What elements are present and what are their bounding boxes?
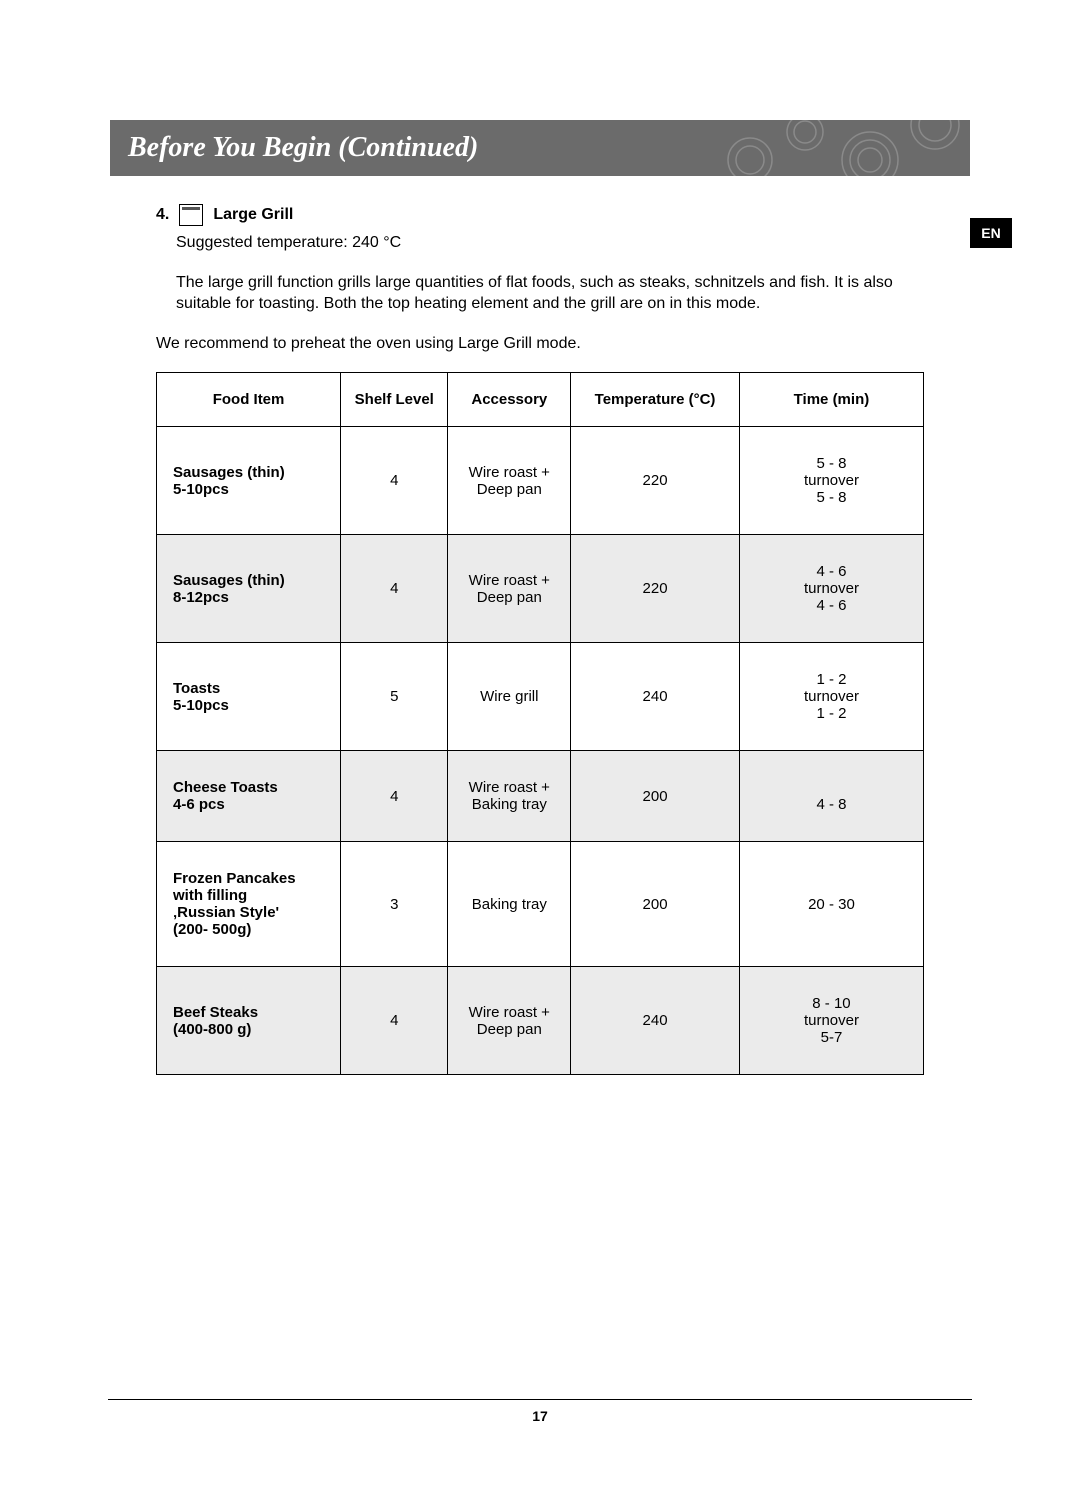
cell-temperature: 240 xyxy=(571,967,740,1075)
cooking-table: Food Item Shelf Level Accessory Temperat… xyxy=(156,372,924,1075)
cell-food: Sausages (thin) 5-10pcs xyxy=(157,427,341,535)
section-description: The large grill function grills large qu… xyxy=(176,272,924,315)
cell-shelf: 4 xyxy=(341,427,448,535)
page-number: 17 xyxy=(0,1408,1080,1424)
cell-shelf: 5 xyxy=(341,643,448,751)
content-area: 4. Large Grill Suggested temperature: 24… xyxy=(110,176,970,1075)
cell-food: Cheese Toasts 4-6 pcs xyxy=(157,751,341,842)
cell-accessory: Wire roast + Baking tray xyxy=(448,751,571,842)
table-header-row: Food Item Shelf Level Accessory Temperat… xyxy=(157,373,924,427)
cell-time: 20 - 30 xyxy=(739,842,923,967)
table-row: Sausages (thin) 5-10pcs4Wire roast + Dee… xyxy=(157,427,924,535)
section-header-bar: Before You Begin (Continued) xyxy=(110,120,970,176)
cell-accessory: Baking tray xyxy=(448,842,571,967)
col-header-food: Food Item xyxy=(157,373,341,427)
cell-shelf: 4 xyxy=(341,751,448,842)
cell-accessory: Wire roast + Deep pan xyxy=(448,967,571,1075)
cell-food: Frozen Pancakes with filling ‚Russian St… xyxy=(157,842,341,967)
header-decoration xyxy=(710,120,970,176)
cell-food: Sausages (thin) 8-12pcs xyxy=(157,535,341,643)
col-header-shelf: Shelf Level xyxy=(341,373,448,427)
cell-accessory: Wire roast + Deep pan xyxy=(448,535,571,643)
cell-temperature: 220 xyxy=(571,535,740,643)
large-grill-icon xyxy=(179,204,203,226)
cell-temperature: 220 xyxy=(571,427,740,535)
cell-time: 4 - 6 turnover 4 - 6 xyxy=(739,535,923,643)
cell-accessory: Wire roast + Deep pan xyxy=(448,427,571,535)
cell-temperature: 200 xyxy=(571,751,740,842)
cell-time: 1 - 2 turnover 1 - 2 xyxy=(739,643,923,751)
cell-shelf: 4 xyxy=(341,967,448,1075)
table-row: Frozen Pancakes with filling ‚Russian St… xyxy=(157,842,924,967)
col-header-temperature: Temperature (°C) xyxy=(571,373,740,427)
cell-food: Toasts 5-10pcs xyxy=(157,643,341,751)
cell-temperature: 240 xyxy=(571,643,740,751)
cell-food: Beef Steaks (400-800 g) xyxy=(157,967,341,1075)
footer-divider xyxy=(108,1399,972,1400)
page: Before You Begin (Continued) EN 4. Large… xyxy=(0,0,1080,1486)
cell-time: 8 - 10 turnover 5-7 xyxy=(739,967,923,1075)
cell-accessory: Wire grill xyxy=(448,643,571,751)
col-header-time: Time (min) xyxy=(739,373,923,427)
table-row: Toasts 5-10pcs5Wire grill2401 - 2 turnov… xyxy=(157,643,924,751)
table-row: Sausages (thin) 8-12pcs4Wire roast + Dee… xyxy=(157,535,924,643)
table-row: Beef Steaks (400-800 g)4Wire roast + Dee… xyxy=(157,967,924,1075)
section-heading: 4. Large Grill xyxy=(156,204,924,226)
cell-shelf: 3 xyxy=(341,842,448,967)
language-badge: EN xyxy=(970,218,1012,248)
suggested-temperature: Suggested temperature: 240 °C xyxy=(176,232,924,254)
table-row: Cheese Toasts 4-6 pcs4Wire roast + Bakin… xyxy=(157,751,924,842)
cell-time: 5 - 8 turnover 5 - 8 xyxy=(739,427,923,535)
recommendation-text: We recommend to preheat the oven using L… xyxy=(156,333,924,355)
section-number: 4. xyxy=(156,206,169,224)
section-title: Large Grill xyxy=(213,206,293,224)
cell-time: 4 - 8 xyxy=(739,751,923,842)
page-title: Before You Begin (Continued) xyxy=(128,132,478,164)
col-header-accessory: Accessory xyxy=(448,373,571,427)
cell-shelf: 4 xyxy=(341,535,448,643)
cell-temperature: 200 xyxy=(571,842,740,967)
